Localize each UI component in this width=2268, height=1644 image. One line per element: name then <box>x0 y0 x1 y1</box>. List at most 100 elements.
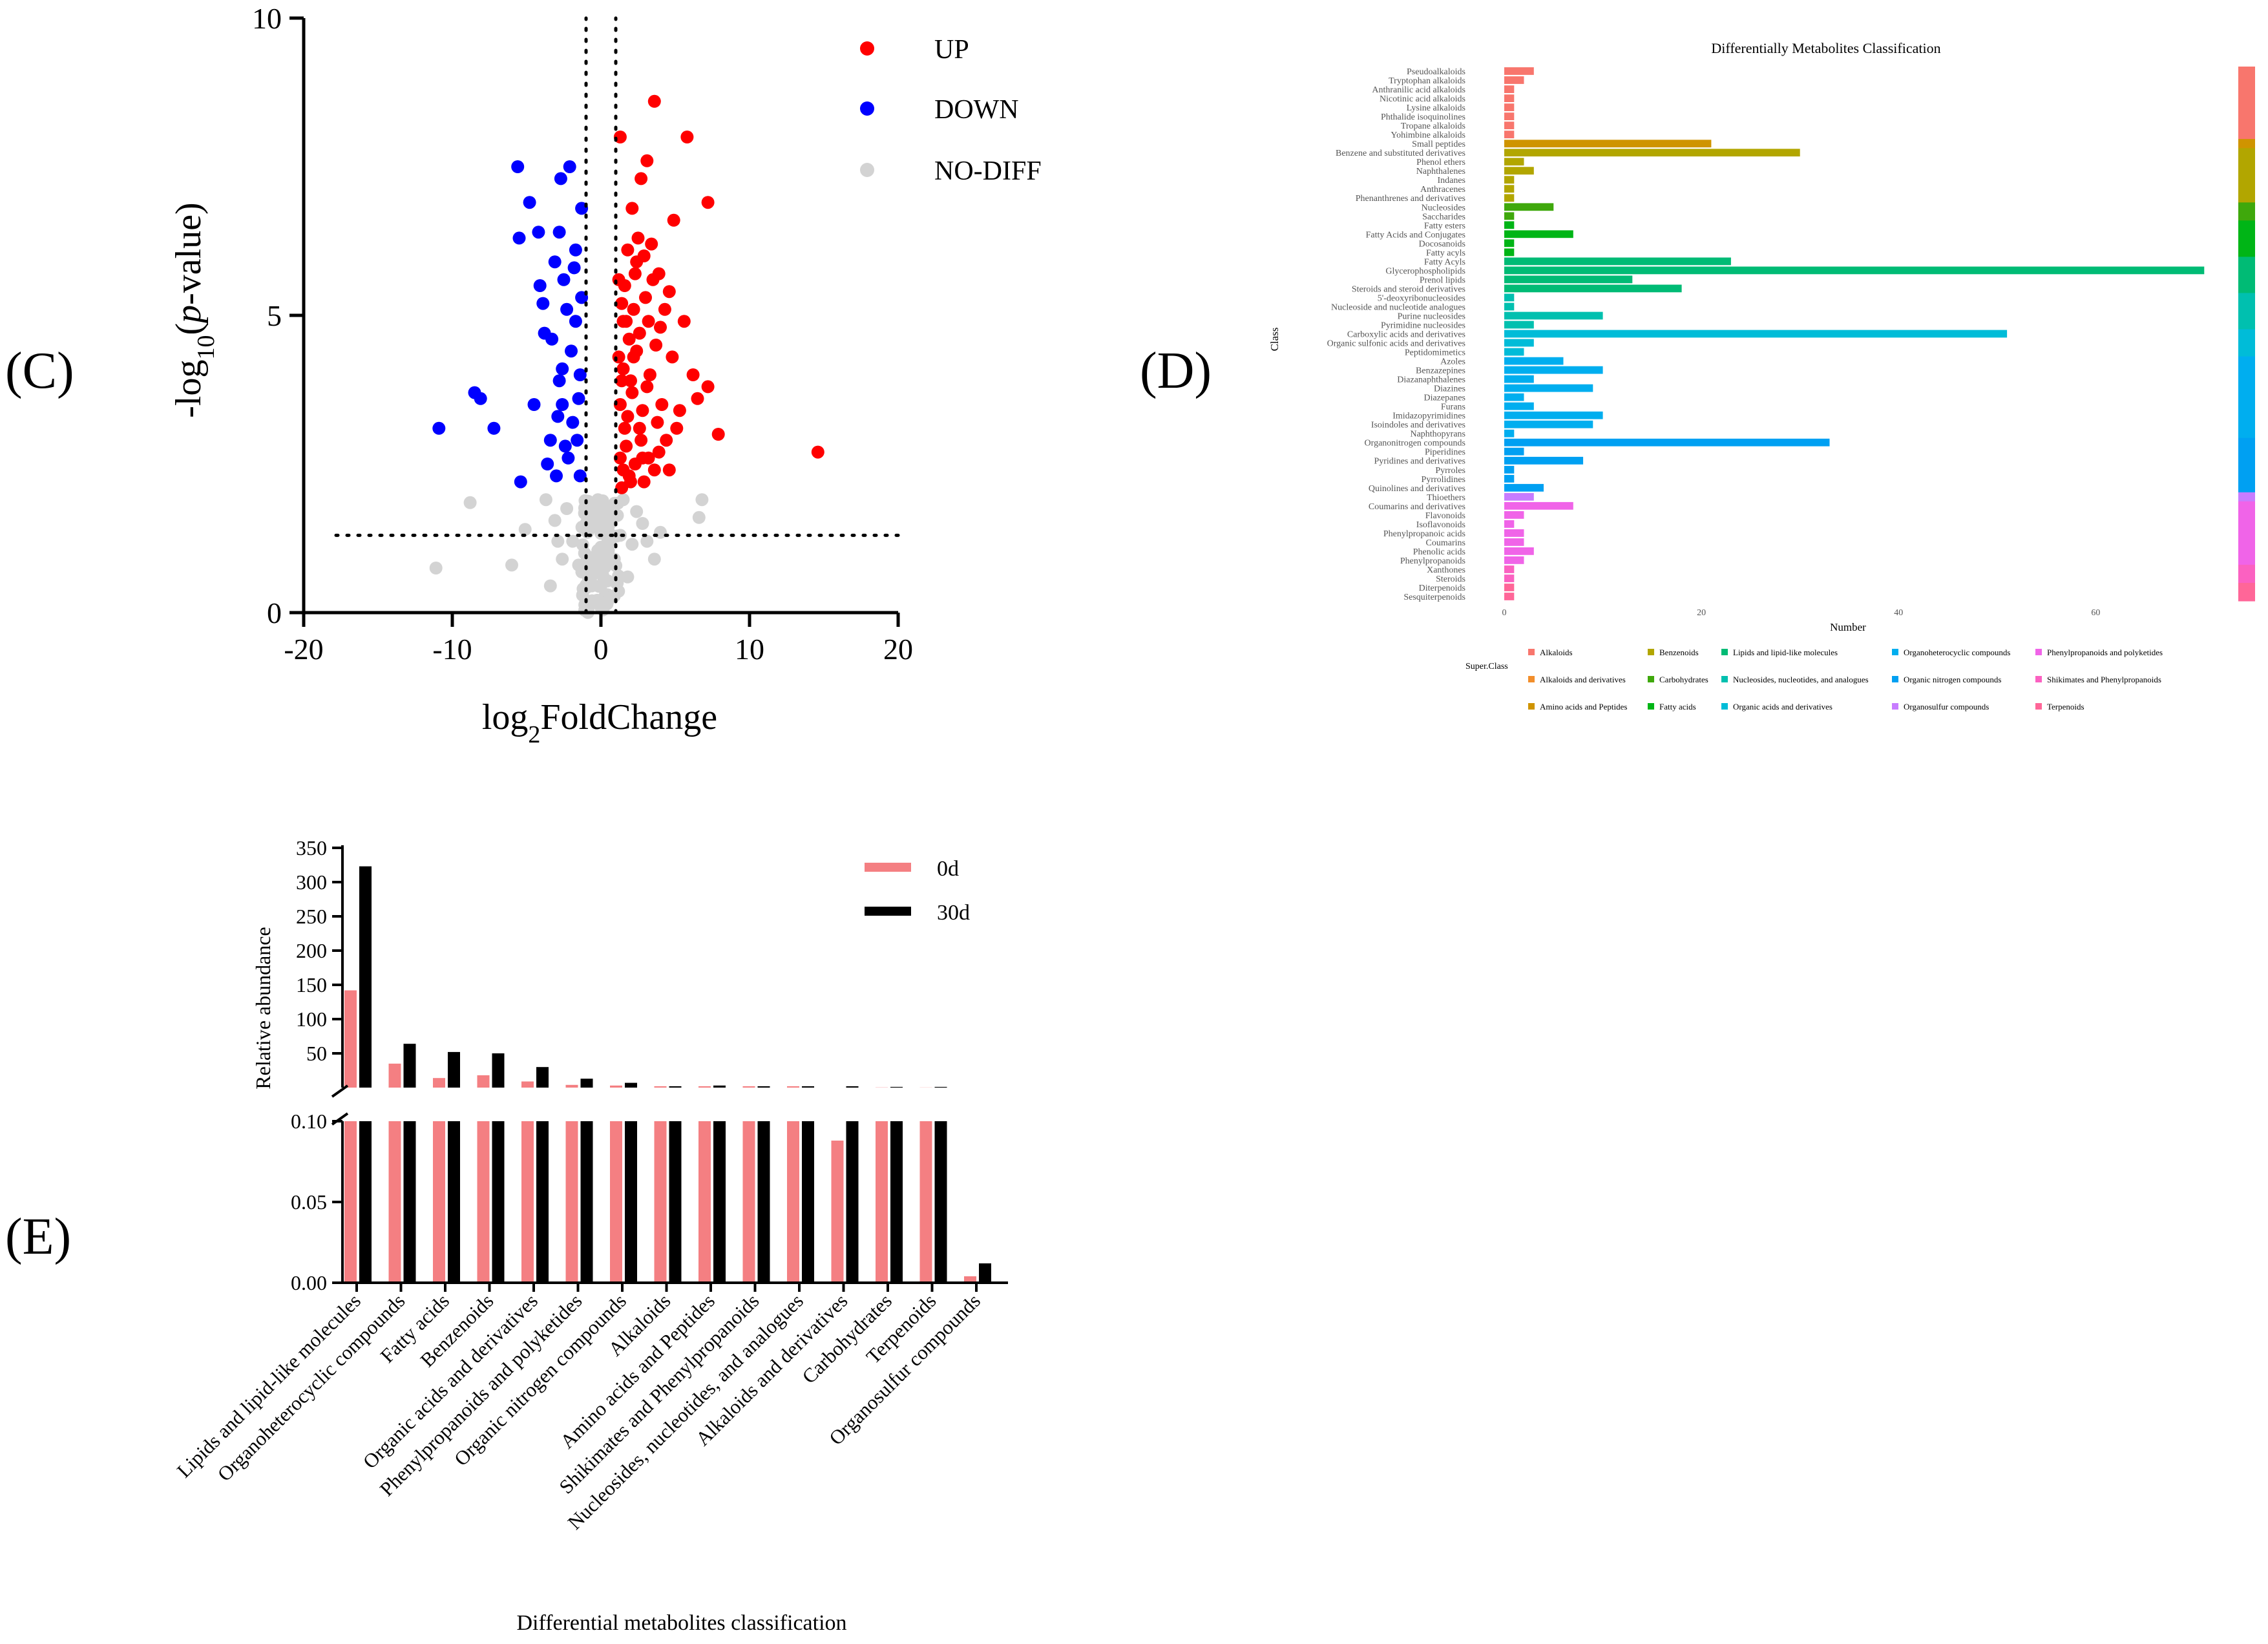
class-label: Yohimbine alkaloids <box>1391 131 1465 140</box>
chart-d-x-tick-label: 20 <box>1697 608 1706 618</box>
super-class-strip-segment <box>2238 67 2255 140</box>
super-class-legend-swatch <box>1648 676 1654 682</box>
legend-0d-swatch <box>865 863 911 872</box>
chart-e-break-mark <box>331 1084 349 1098</box>
class-label: Steroids <box>1436 574 1465 584</box>
classification-bar <box>1504 465 1515 474</box>
super-class-legend-swatch <box>2035 703 2042 710</box>
abundance-bar-30d-lower <box>713 1121 726 1283</box>
volcano-point-up <box>701 380 715 394</box>
classification-bar <box>1504 284 1682 293</box>
classification-bar <box>1504 121 1515 129</box>
chart-e-y-tick-label: 150 <box>296 973 327 996</box>
class-label: Glycerophospholipids <box>1385 266 1465 276</box>
classification-bar <box>1504 85 1515 93</box>
class-label: Naphthopyrans <box>1410 430 1465 439</box>
abundance-bar-0d-lower <box>876 1121 888 1283</box>
volcano-point-no-diff <box>596 494 609 507</box>
volcano-point-down <box>565 344 578 358</box>
classification-bar <box>1504 565 1515 573</box>
class-label: Coumarins and derivatives <box>1369 502 1465 512</box>
volcano-point-up <box>637 475 651 489</box>
classification-bar <box>1504 131 1515 138</box>
super-class-legend-swatch <box>1892 703 1898 710</box>
volcano-point-up <box>677 315 691 328</box>
super-class-legend-swatch <box>1721 649 1728 655</box>
chart-e-y-tick-label: 350 <box>296 836 327 859</box>
classification-bar <box>1504 149 1800 157</box>
classification-bar <box>1504 275 1633 284</box>
volcano-point-up <box>613 451 627 465</box>
abundance-bar-0d-lower <box>565 1121 578 1283</box>
classification-bar <box>1504 212 1515 220</box>
volcano-point-down <box>474 392 487 405</box>
volcano-point-up <box>691 392 704 405</box>
classification-bar-chart: Differentially Metabolites Classificatio… <box>1268 40 2255 711</box>
chart-e-y-tick-label: 0.05 <box>291 1190 327 1214</box>
class-label: Phenol ethers <box>1416 158 1465 167</box>
abundance-bar-30d-lower <box>757 1121 770 1283</box>
super-class-strip-segment <box>2238 329 2255 357</box>
volcano-legend: UP DOWN NO-DIFF <box>860 35 1042 186</box>
volcano-point-down <box>511 160 525 173</box>
volcano-point-no-diff <box>625 538 639 551</box>
class-label: Tryptophan alkaloids <box>1389 76 1465 86</box>
classification-bar <box>1504 402 1534 410</box>
abundance-bar-0d-upper <box>787 1086 799 1088</box>
chart-e-x-axis-label: Differential metabolites classification <box>516 1611 846 1635</box>
abundance-bar-0d-lower <box>433 1121 445 1283</box>
volcano-x-tick-label: 0 <box>594 633 609 666</box>
super-class-legend-label: Nucleosides, nucleotides, and analogues <box>1733 675 1869 684</box>
volcano-point-up <box>615 374 629 388</box>
class-label: Piperidines <box>1425 448 1465 458</box>
volcano-point-up <box>620 315 633 328</box>
volcano-point-up <box>618 279 631 292</box>
volcano-point-up <box>652 445 666 459</box>
classification-bar <box>1504 447 1524 456</box>
chart-d-legend-title: Super.Class <box>1465 662 1508 671</box>
volcano-point-down <box>571 434 584 447</box>
super-class-legend-label: Amino acids and Peptides <box>1540 702 1627 711</box>
chart-e-y-tick-label: 100 <box>296 1007 327 1031</box>
classification-bar <box>1504 348 1524 356</box>
classification-bar <box>1504 321 1534 329</box>
abundance-bar-30d-lower <box>669 1121 682 1283</box>
volcano-point-down <box>514 475 527 489</box>
volcano-point-up <box>627 302 640 316</box>
volcano-point-up <box>633 421 646 435</box>
class-label: Sesquiterpenoids <box>1403 593 1465 602</box>
volcano-point-up <box>642 315 655 328</box>
class-label: Nicotinic acid alkaloids <box>1380 94 1465 104</box>
volcano-point-down <box>552 226 566 239</box>
class-label: Pyrrolidines <box>1422 475 1465 485</box>
volcano-point-up <box>624 374 637 388</box>
volcano-point-down <box>573 368 587 381</box>
legend-up-label: UP <box>934 35 969 65</box>
super-class-legend-label: Benzenoids <box>1659 648 1699 657</box>
chart-d-x-tick-label: 60 <box>2091 608 2100 618</box>
classification-bar <box>1504 94 1515 102</box>
class-label: Quinolines and derivatives <box>1369 484 1465 494</box>
super-class-strip-segment <box>2238 437 2255 493</box>
classification-bar <box>1504 420 1593 428</box>
super-class-legend-label: Organic nitrogen compounds <box>1904 675 2001 684</box>
volcano-point-no-diff <box>591 593 604 607</box>
volcano-point-up <box>620 439 633 453</box>
legend-down-label: DOWN <box>934 95 1019 125</box>
volcano-point-up <box>670 421 684 435</box>
volcano-point-up <box>628 267 642 280</box>
volcano-point-down <box>569 315 582 328</box>
volcano-point-up <box>811 445 824 459</box>
volcano-point-down <box>569 243 582 257</box>
volcano-point-no-diff <box>429 562 443 574</box>
volcano-point-down <box>563 160 576 173</box>
volcano-point-up <box>646 273 660 286</box>
classification-bar <box>1504 194 1515 202</box>
class-label: Organonitrogen compounds <box>1365 439 1465 448</box>
volcano-point-no-diff <box>560 502 574 515</box>
class-label: Anthranilic acid alkaloids <box>1372 85 1465 95</box>
abundance-bar-30d-lower <box>492 1121 505 1283</box>
super-class-strip-segment <box>2238 501 2255 565</box>
abundance-bar-0d-upper <box>477 1075 490 1088</box>
classification-bar <box>1504 185 1515 193</box>
